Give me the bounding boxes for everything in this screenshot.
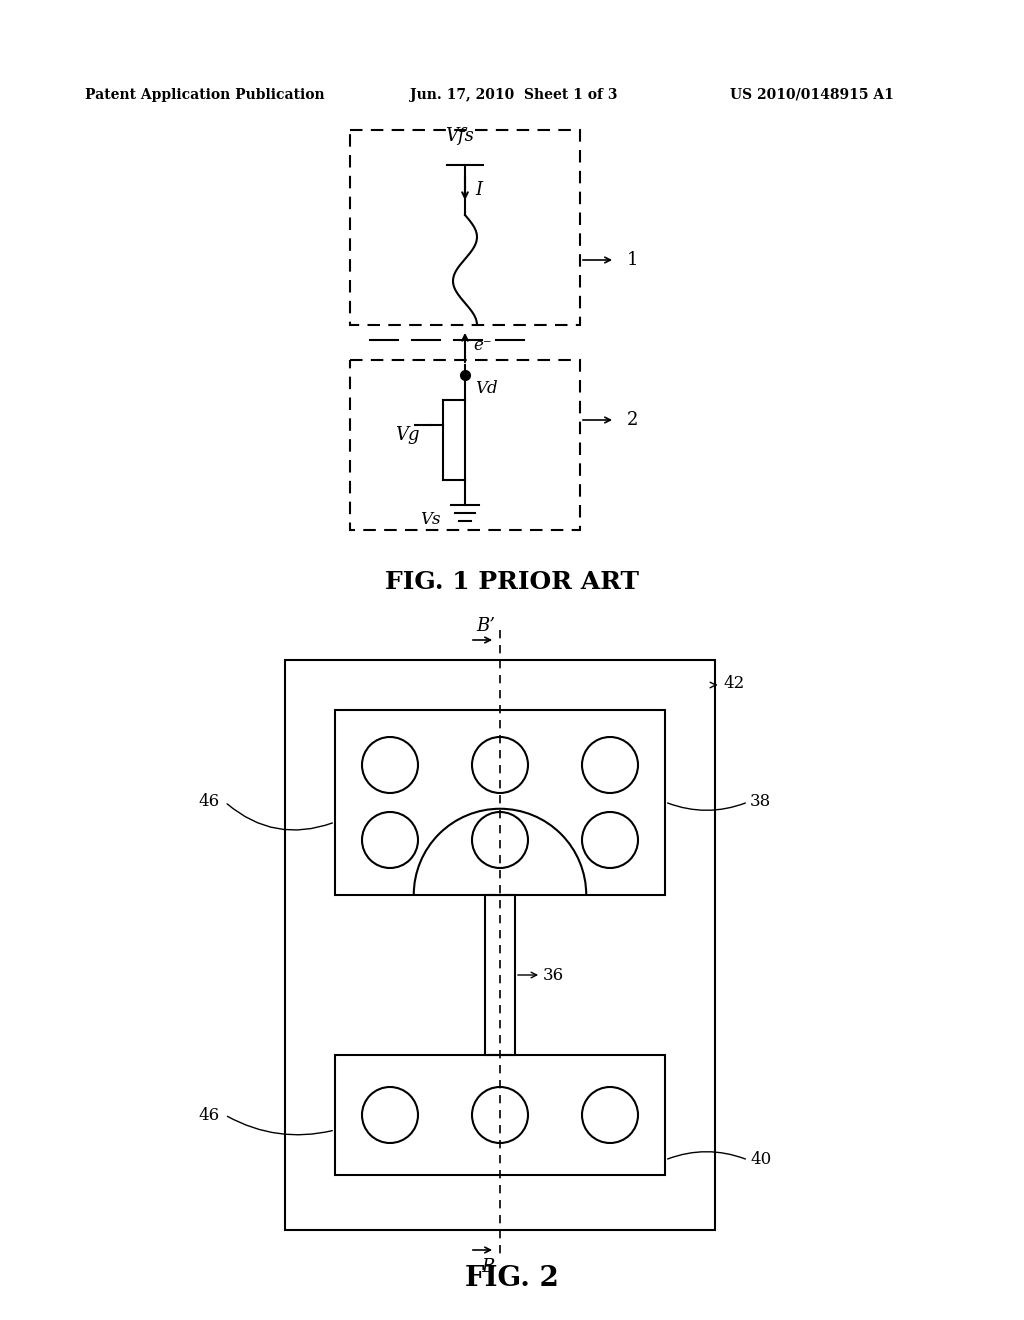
Text: Vd: Vd <box>475 380 498 397</box>
Text: Jun. 17, 2010  Sheet 1 of 3: Jun. 17, 2010 Sheet 1 of 3 <box>410 88 617 102</box>
Text: Vs: Vs <box>420 511 440 528</box>
Text: Patent Application Publication: Patent Application Publication <box>85 88 325 102</box>
Text: 1: 1 <box>627 251 639 269</box>
Text: 2: 2 <box>627 411 638 429</box>
Text: B: B <box>481 1258 495 1276</box>
Bar <box>335 710 665 895</box>
Bar <box>285 660 715 1230</box>
Text: Vg: Vg <box>395 426 420 444</box>
Bar <box>485 895 515 1055</box>
Text: e⁻: e⁻ <box>473 337 492 354</box>
Text: 46: 46 <box>199 1106 220 1123</box>
Bar <box>335 1055 665 1175</box>
Text: FIG. 2: FIG. 2 <box>465 1265 559 1292</box>
Text: 46: 46 <box>199 793 220 810</box>
Text: I: I <box>475 181 482 199</box>
Text: Vfs: Vfs <box>445 127 474 145</box>
Bar <box>350 360 580 531</box>
Bar <box>350 129 580 325</box>
Text: B’: B’ <box>476 616 495 635</box>
Text: 38: 38 <box>750 793 771 810</box>
Text: 42: 42 <box>723 675 744 692</box>
Text: 36: 36 <box>543 966 564 983</box>
Text: US 2010/0148915 A1: US 2010/0148915 A1 <box>730 88 894 102</box>
Text: 40: 40 <box>750 1151 771 1168</box>
Text: FIG. 1 PRIOR ART: FIG. 1 PRIOR ART <box>385 570 639 594</box>
